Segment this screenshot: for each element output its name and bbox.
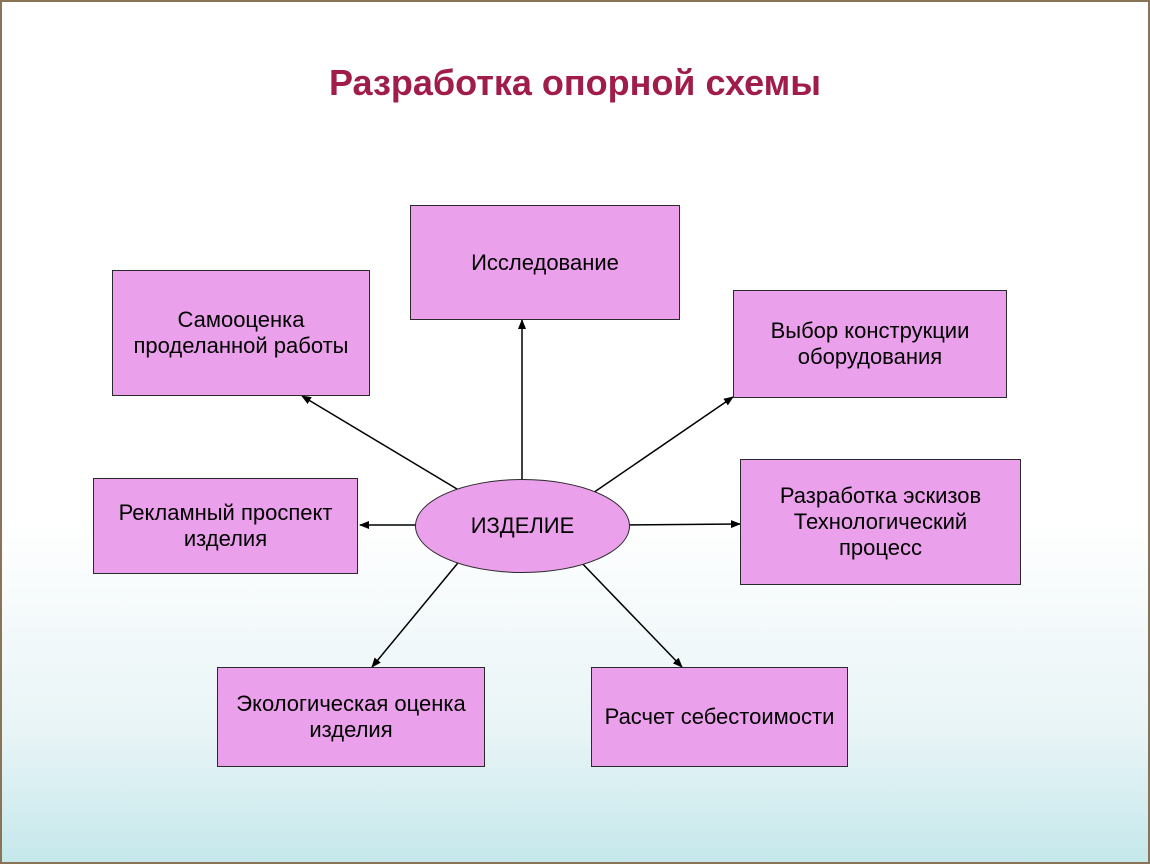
center-node: ИЗДЕЛИЕ (415, 479, 630, 573)
edge (577, 558, 682, 667)
node-research: Исследование (410, 205, 680, 320)
node-sketch: Разработка эскизов Технологический проце… (740, 459, 1021, 585)
center-node-label: ИЗДЕЛИЕ (471, 513, 575, 539)
edge (624, 524, 740, 525)
edge (590, 397, 733, 495)
node-eco-label: Экологическая оценка изделия (228, 691, 474, 743)
node-research-label: Исследование (471, 250, 619, 276)
edge (372, 558, 462, 667)
node-selfeval-label: Самооценка проделанной работы (123, 307, 359, 359)
node-cost-label: Расчет себестоимости (605, 704, 835, 730)
node-ad: Рекламный проспект изделия (93, 478, 358, 574)
node-construction: Выбор конструкции оборудования (733, 290, 1007, 398)
node-eco: Экологическая оценка изделия (217, 667, 485, 767)
slide-title: Разработка опорной схемы (2, 62, 1148, 104)
node-construction-label: Выбор конструкции оборудования (744, 318, 996, 370)
edge-layer (2, 2, 1150, 864)
node-ad-label: Рекламный проспект изделия (104, 500, 347, 552)
node-cost: Расчет себестоимости (591, 667, 848, 767)
slide-canvas: Разработка опорной схемы ИЗДЕЛИЕ Исследо… (0, 0, 1150, 864)
node-sketch-label: Разработка эскизов Технологический проце… (751, 483, 1010, 561)
node-selfeval: Самооценка проделанной работы (112, 270, 370, 396)
